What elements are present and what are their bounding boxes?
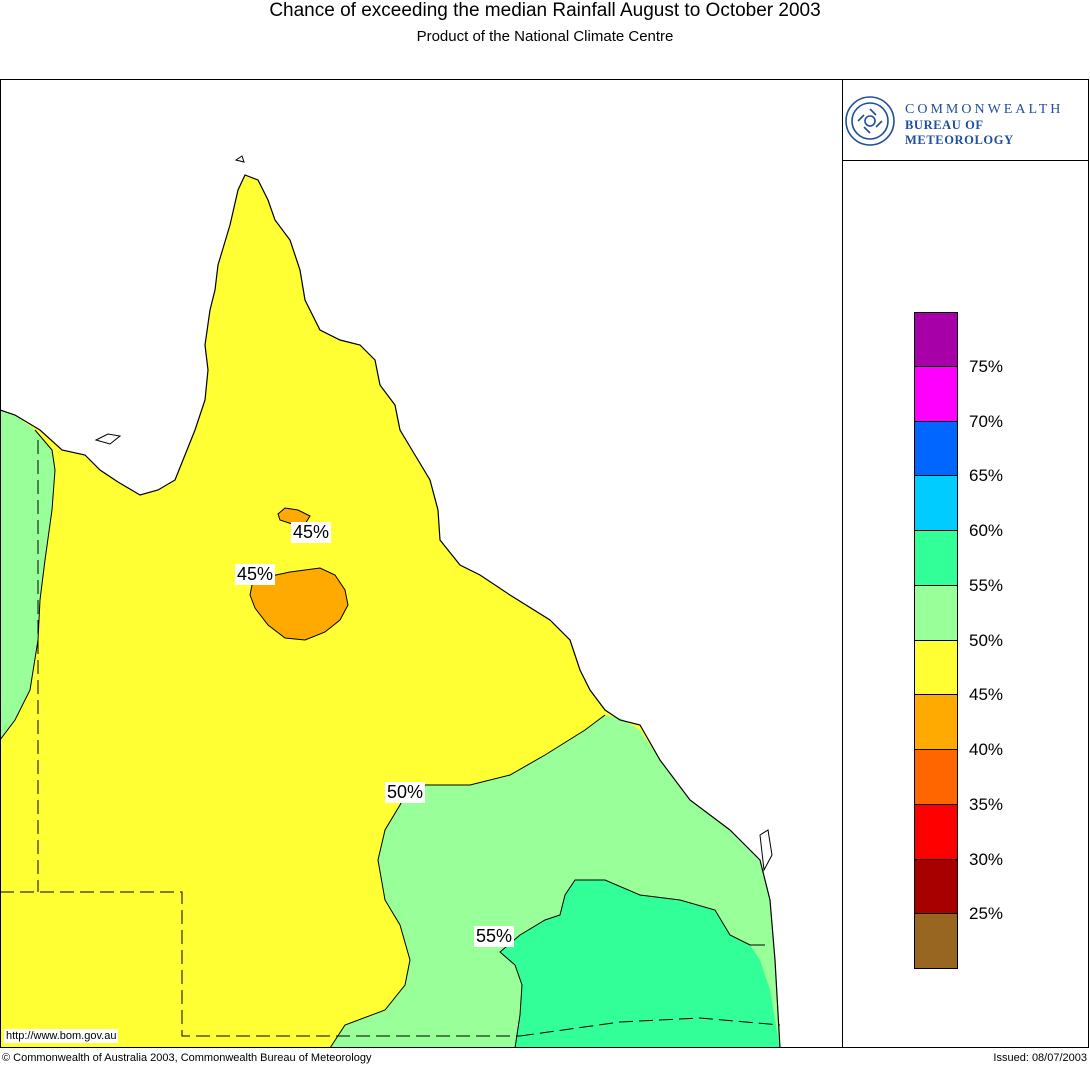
contour-55 <box>499 879 765 1048</box>
rainfall-map <box>0 155 781 1048</box>
contour-label-55: 55% <box>474 926 515 947</box>
legend-swatch <box>914 804 958 860</box>
legend-label: 35% <box>969 794 1004 814</box>
map-frame <box>0 79 1089 1048</box>
contour-label-45-small: 45% <box>291 522 332 543</box>
island-mornington <box>94 433 122 445</box>
legend-swatch <box>914 640 958 696</box>
region-40-45-large <box>249 567 349 641</box>
legend-swatch <box>914 421 958 477</box>
website-url: http://www.bom.gov.au <box>4 1029 119 1043</box>
contour-50-west <box>0 429 56 741</box>
legend-swatch <box>914 750 958 805</box>
logo-divider <box>843 160 1089 161</box>
island-fraser <box>759 829 773 872</box>
legend-swatch <box>914 859 958 915</box>
legend-label: 30% <box>969 849 1004 869</box>
legend-swatch <box>914 695 958 750</box>
legend-label: 50% <box>969 630 1004 650</box>
bom-emblem-icon <box>845 96 895 146</box>
legend-swatch <box>914 585 958 641</box>
legend-label: 55% <box>969 575 1004 595</box>
contour-label-45-large: 45% <box>235 564 276 585</box>
map-subtitle: Product of the National Climate Centre <box>416 28 674 45</box>
state-border <box>0 440 781 1037</box>
legend-swatch <box>914 366 958 422</box>
legend-swatch <box>914 476 958 531</box>
logo-text-bureau: BUREAU OF METEOROLOGY <box>905 118 1014 147</box>
color-legend <box>914 312 958 969</box>
region-55-60 <box>500 880 780 1048</box>
legend-label: 45% <box>969 685 1004 705</box>
legend-label: 70% <box>969 411 1004 431</box>
coastline <box>0 174 781 1048</box>
legend-label: 65% <box>969 466 1004 486</box>
logo-text-commonwealth: COMMONWEALTH <box>905 102 1064 117</box>
legend-swatch <box>914 531 958 586</box>
panel-divider <box>842 79 843 1048</box>
legend-swatch <box>914 914 958 969</box>
legend-swatch <box>914 312 958 367</box>
copyright-text: © Commonwealth of Australia 2003, Common… <box>2 1052 372 1064</box>
legend-label: 25% <box>969 904 1004 924</box>
issued-date: Issued: 08/07/2003 <box>993 1052 1087 1064</box>
legend-label: 60% <box>969 521 1004 540</box>
map-title: Chance of exceeding the median Rainfall … <box>269 0 821 21</box>
island-cape <box>234 155 245 163</box>
bom-logo: COMMONWEALTH BUREAU OF METEOROLOGY <box>845 90 1085 152</box>
contour-50 <box>329 714 606 1048</box>
region-50-55-west <box>0 410 55 740</box>
region-40-45-small <box>277 507 311 525</box>
legend-label: 40% <box>969 740 1004 759</box>
legend-label: 75% <box>969 356 1004 376</box>
contour-label-50: 50% <box>385 782 426 803</box>
